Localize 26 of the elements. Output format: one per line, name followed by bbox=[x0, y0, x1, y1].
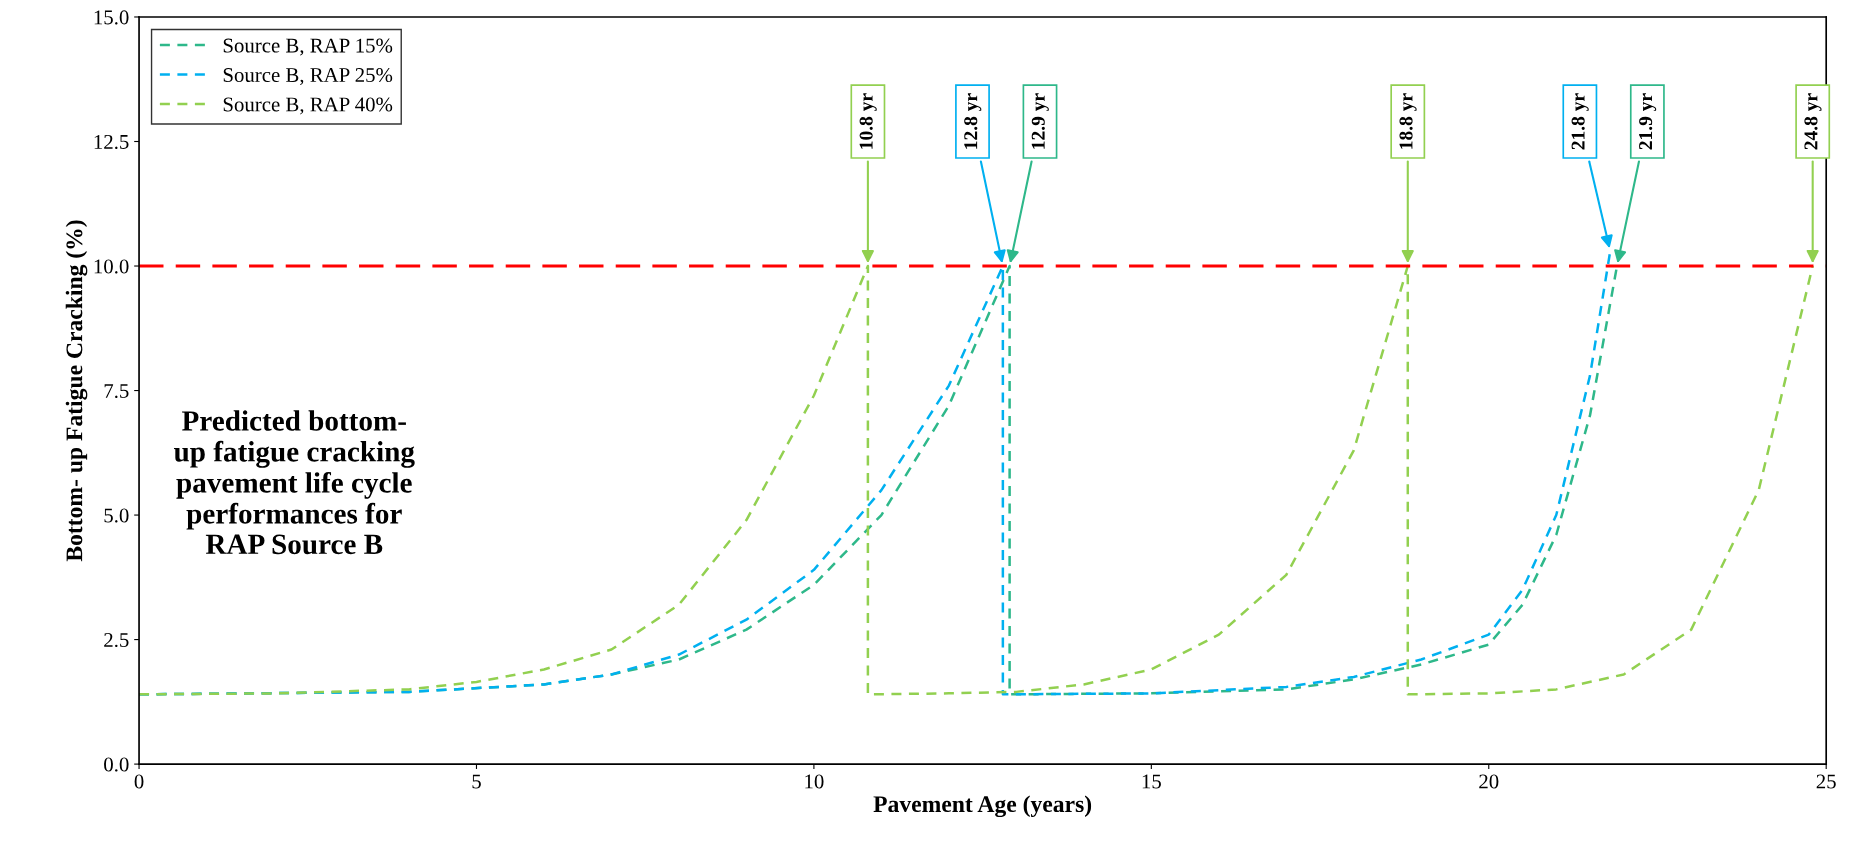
legend-label: Source B, RAP 15% bbox=[223, 38, 393, 56]
annotation: 10.8 yr bbox=[859, 93, 877, 149]
annotation: 21.8 yr bbox=[1571, 93, 1589, 150]
annotation: Predicted bottom- up fatigue cracking pavement life cycle performances for RAP Source B bbox=[173, 410, 415, 555]
annotation: 12.8 yr bbox=[964, 93, 982, 149]
x-axis-title: Pavement Age (years) bbox=[873, 795, 1092, 818]
y-tick-label: 2.5 bbox=[104, 633, 129, 648]
y-axis-title: Bottom- up Fatigue Cracking (%) bbox=[65, 220, 88, 562]
annotation: 21.9 yr bbox=[1639, 93, 1657, 150]
y-tick-label: 5.0 bbox=[104, 508, 129, 523]
y-tick-label: 15.0 bbox=[94, 10, 129, 25]
y-tick-label: 0.0 bbox=[104, 757, 129, 772]
y-tick-label: 12.5 bbox=[94, 134, 129, 150]
x-tick-label: 0 bbox=[134, 774, 144, 789]
legend-label: Source B, RAP 40% bbox=[223, 97, 393, 115]
annotation: 12.9 yr bbox=[1031, 93, 1049, 149]
y-tick-label: 10.0 bbox=[94, 259, 129, 274]
y-tick-label: 7.5 bbox=[104, 384, 129, 399]
legend-label: Source B, RAP 25% bbox=[223, 67, 393, 86]
x-tick-label: 15 bbox=[1142, 774, 1161, 789]
x-tick-label: 20 bbox=[1479, 774, 1499, 789]
x-tick-label: 25 bbox=[1816, 774, 1836, 789]
x-tick-label: 5 bbox=[472, 774, 481, 789]
annotation: 18.8 yr bbox=[1399, 93, 1417, 149]
x-tick-label: 10 bbox=[805, 774, 824, 789]
annotation: 24.8 yr bbox=[1804, 93, 1822, 150]
